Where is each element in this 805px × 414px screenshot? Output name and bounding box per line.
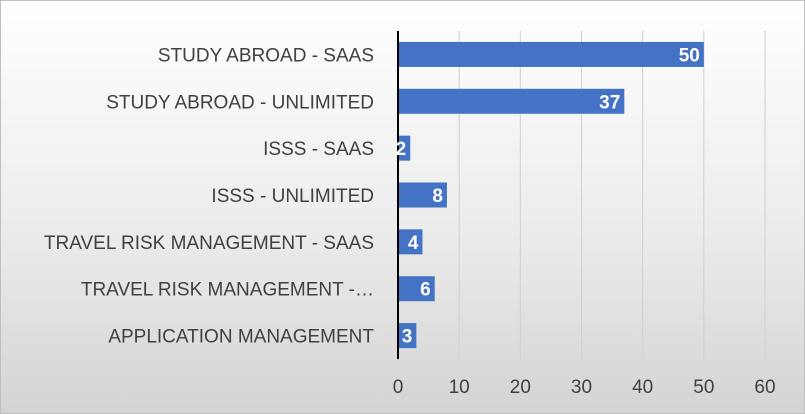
category-label: APPLICATION MANAGEMENT: [108, 327, 374, 348]
bar: [398, 229, 423, 255]
data-label: 3: [402, 327, 413, 348]
bar: [398, 135, 411, 161]
data-label: 2: [396, 139, 407, 160]
data-label: 37: [599, 92, 620, 113]
labels: 0 10 20 30 40 50 60 STUDY ABROAD - SAAS 50 STUDY …: [44, 45, 776, 398]
gridlines: [458, 31, 766, 359]
category-label: STUDY ABROAD - SAAS: [158, 45, 374, 66]
category-label: TRAVEL RISK MANAGEMENT - SAAS: [44, 233, 374, 254]
bar: [398, 182, 447, 208]
category-label: ISSS - UNLIMITED: [211, 186, 374, 207]
bar: [398, 88, 625, 114]
data-label: 50: [679, 45, 700, 66]
bar: [398, 276, 435, 302]
category-label: ISSS - SAAS: [263, 139, 374, 160]
bars: [398, 41, 704, 349]
category-label: TRAVEL RISK MANAGEMENT -…: [81, 280, 374, 301]
x-tick-label: 50: [693, 377, 714, 398]
x-tick-label: 30: [571, 377, 592, 398]
bar: [398, 41, 704, 67]
x-tick-label: 40: [632, 377, 653, 398]
x-tick-label: 20: [510, 377, 531, 398]
category-label: STUDY ABROAD - UNLIMITED: [106, 92, 374, 113]
data-label: 8: [432, 186, 443, 207]
data-label: 6: [420, 280, 431, 301]
x-tick-label: 10: [449, 377, 470, 398]
x-tick-label: 60: [754, 377, 775, 398]
data-label: 4: [408, 233, 419, 254]
bar: [398, 323, 417, 349]
x-tick-label: 0: [393, 377, 404, 398]
